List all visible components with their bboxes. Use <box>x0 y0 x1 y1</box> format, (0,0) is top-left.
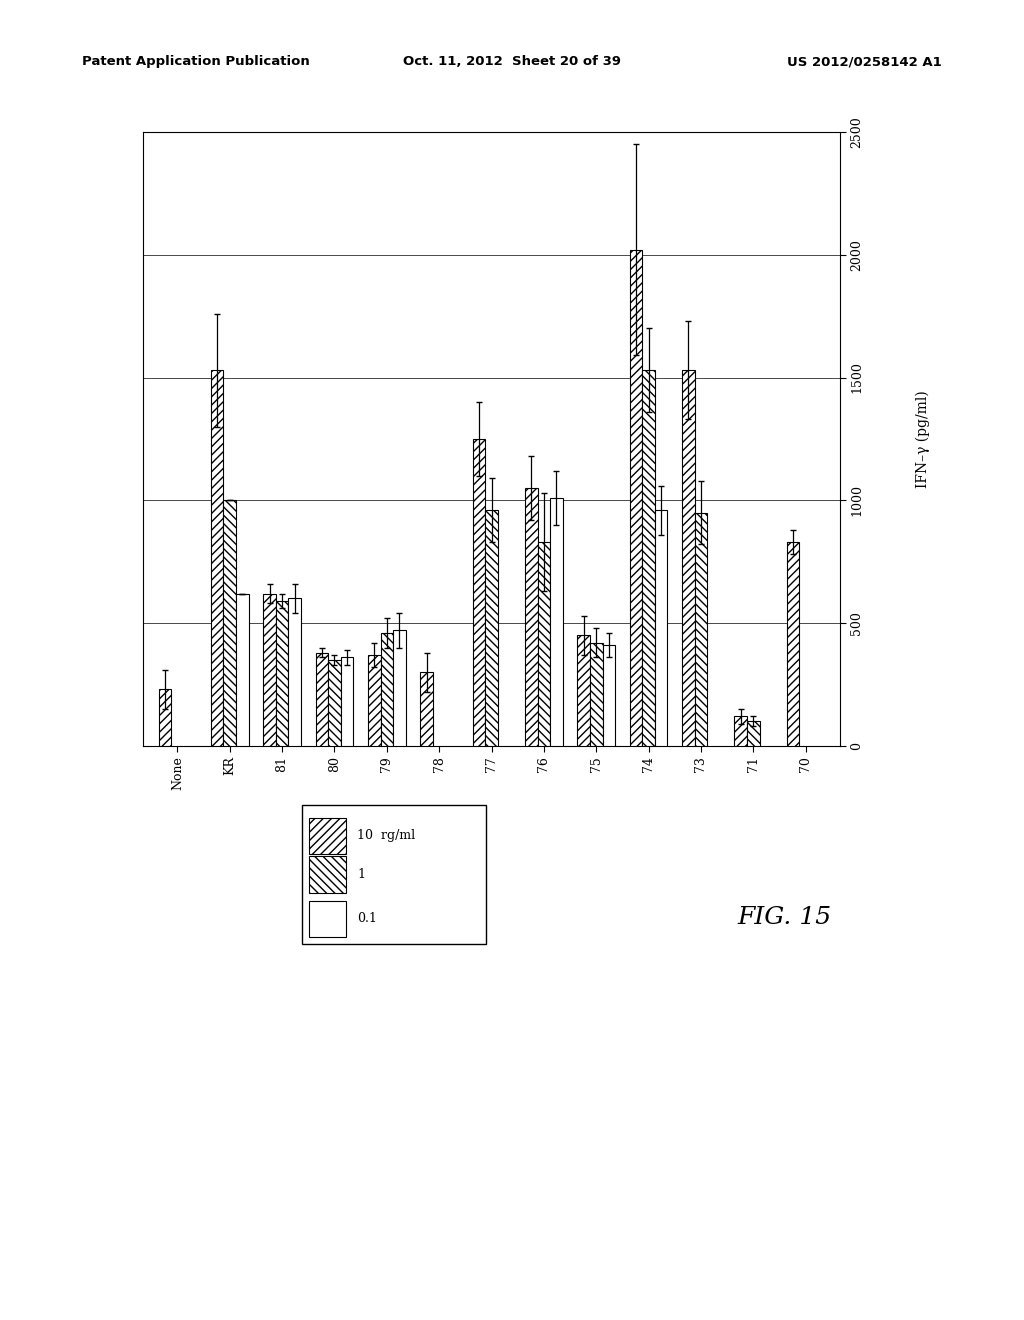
Bar <box>309 857 346 892</box>
Bar <box>473 438 485 746</box>
Bar <box>211 370 223 746</box>
Bar <box>578 635 590 746</box>
Y-axis label: IFN–γ (pg/ml): IFN–γ (pg/ml) <box>915 389 930 488</box>
Bar <box>381 632 393 746</box>
Bar <box>263 594 275 746</box>
Bar <box>289 598 301 746</box>
Text: 10  rg/ml: 10 rg/ml <box>357 829 416 842</box>
Bar <box>485 510 498 746</box>
Text: Oct. 11, 2012  Sheet 20 of 39: Oct. 11, 2012 Sheet 20 of 39 <box>403 55 621 69</box>
Bar <box>341 657 353 746</box>
Text: Patent Application Publication: Patent Application Publication <box>82 55 309 69</box>
Bar <box>642 370 655 746</box>
Bar <box>538 543 550 746</box>
Bar <box>309 817 346 854</box>
Bar <box>275 601 289 746</box>
Text: US 2012/0258142 A1: US 2012/0258142 A1 <box>787 55 942 69</box>
Bar <box>525 488 538 746</box>
Bar <box>602 645 615 746</box>
Bar <box>550 498 563 746</box>
Text: FIG. 15: FIG. 15 <box>737 906 831 929</box>
Bar <box>748 721 760 746</box>
Bar <box>236 594 249 746</box>
Bar <box>315 652 328 746</box>
Bar <box>368 655 381 746</box>
Bar <box>682 370 694 746</box>
Bar <box>159 689 171 746</box>
Bar <box>734 717 748 746</box>
Text: 0.1: 0.1 <box>357 912 377 925</box>
Bar <box>655 510 668 746</box>
Bar <box>223 500 236 746</box>
Bar <box>393 631 406 746</box>
Bar <box>420 672 433 746</box>
Bar <box>630 249 642 746</box>
Bar <box>786 543 800 746</box>
Bar <box>694 512 708 746</box>
Text: 1: 1 <box>357 869 366 880</box>
Bar <box>309 900 346 937</box>
Bar <box>328 660 341 746</box>
Bar <box>590 643 602 746</box>
